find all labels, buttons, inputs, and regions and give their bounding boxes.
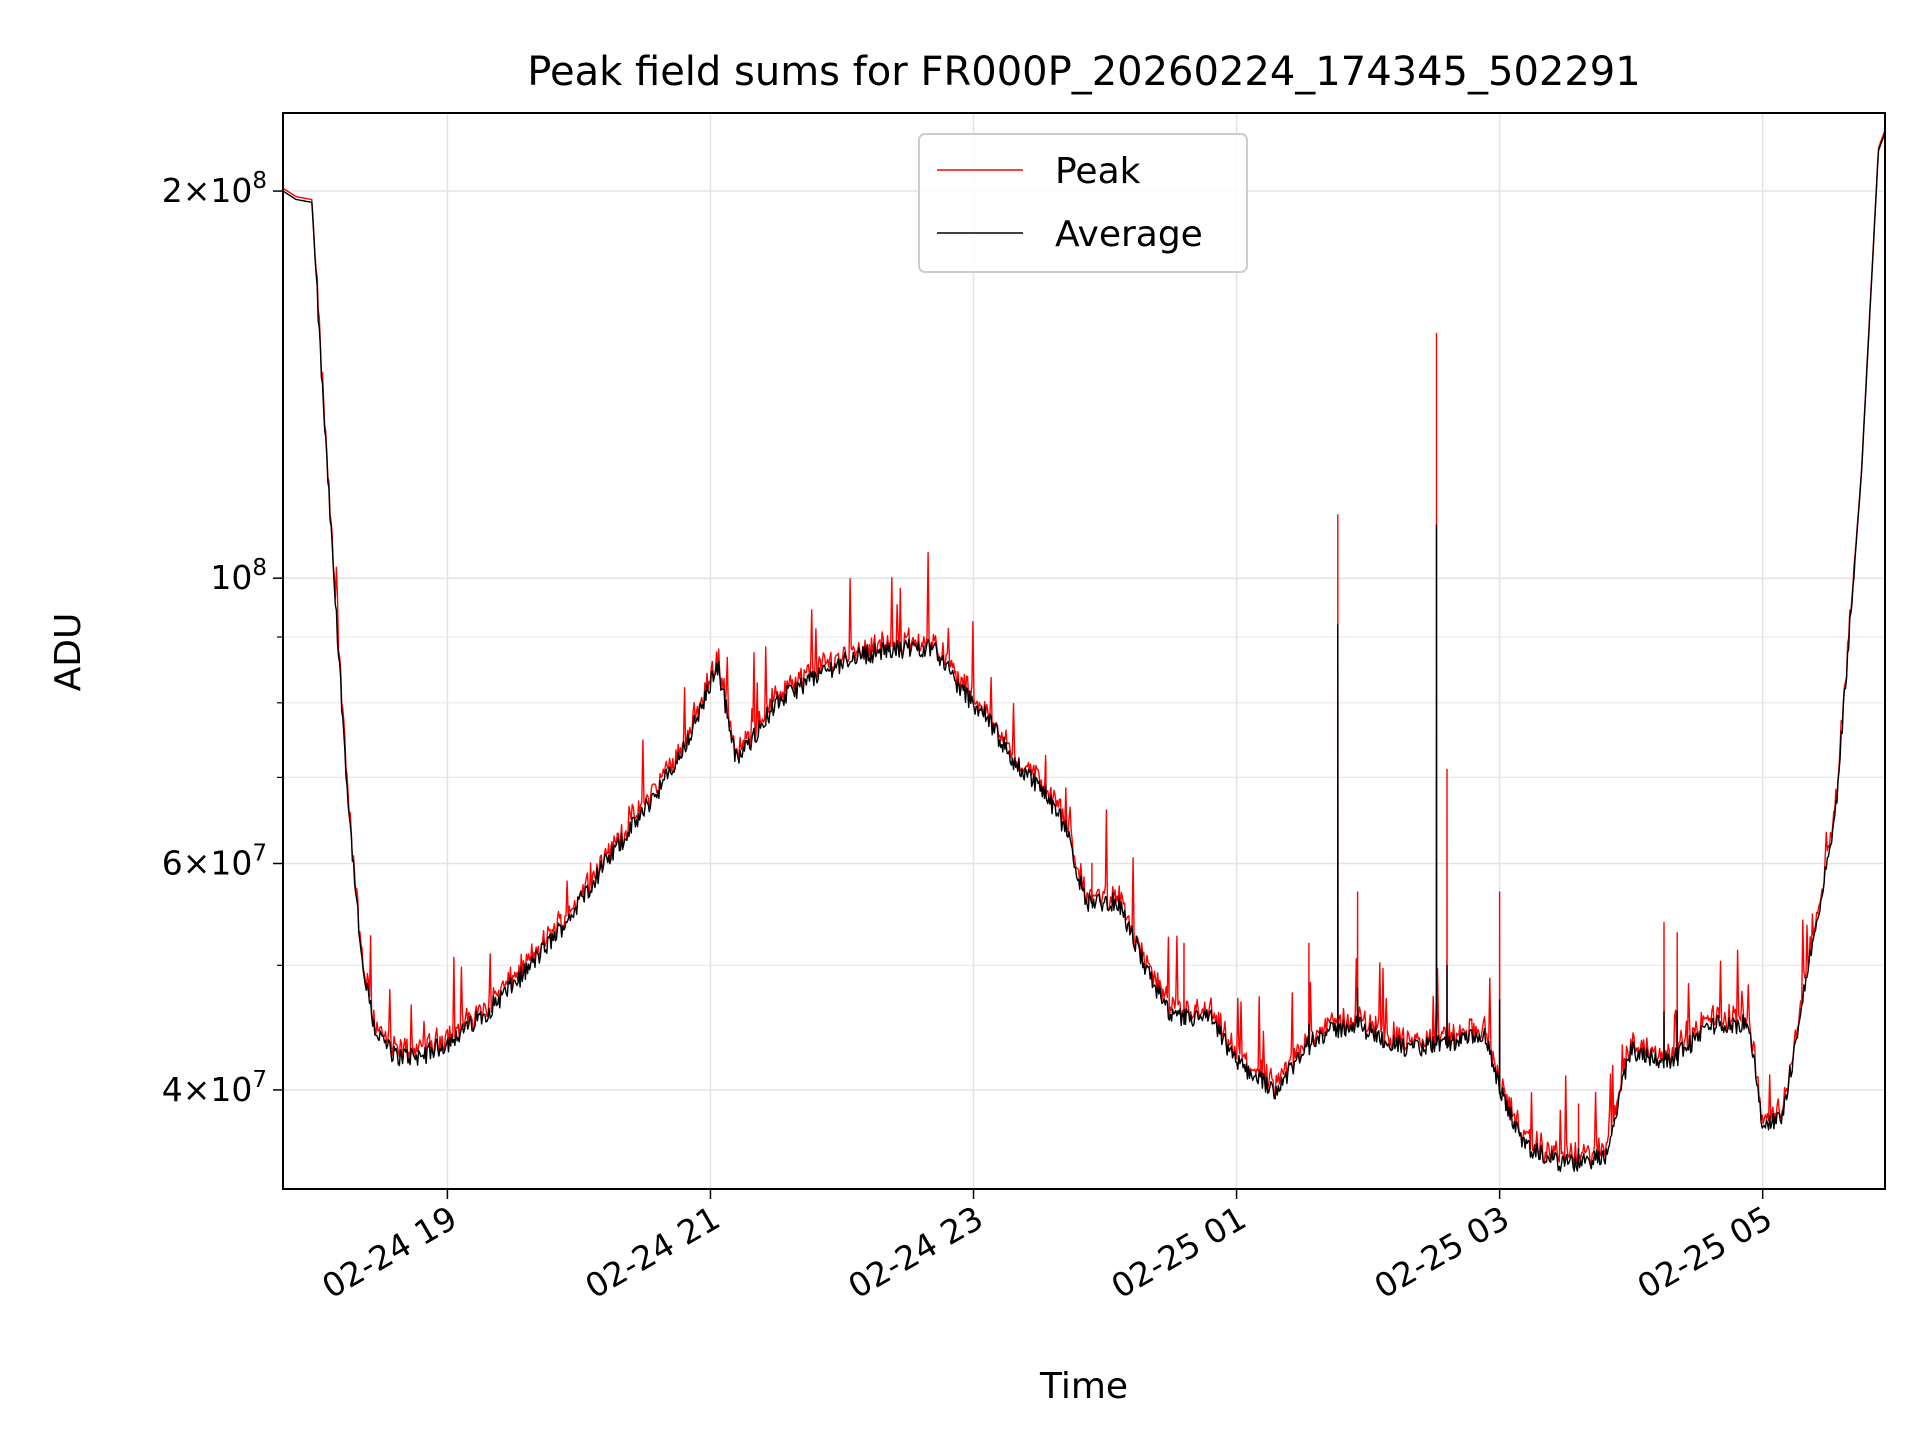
legend-average-label: Average (1055, 214, 1203, 255)
y-tick-label: 6×107 (162, 840, 267, 882)
chart-title: Peak field sums for FR000P_20260224_1743… (527, 49, 1640, 95)
y-tick-label: 2×108 (162, 168, 267, 210)
y-tick-label: 4×107 (162, 1067, 267, 1109)
plot-frame (282, 112, 1886, 1190)
series-line-average (282, 132, 1886, 1173)
x-axis-label: Time (1039, 1366, 1128, 1407)
legend-box (918, 133, 1248, 273)
y-axis-label: ADU (48, 613, 89, 692)
legend: Peak Average (918, 133, 1248, 273)
legend-peak-label: Peak (1055, 151, 1141, 192)
axis-ticks (273, 190, 1764, 1199)
series-lines (282, 129, 1886, 1173)
